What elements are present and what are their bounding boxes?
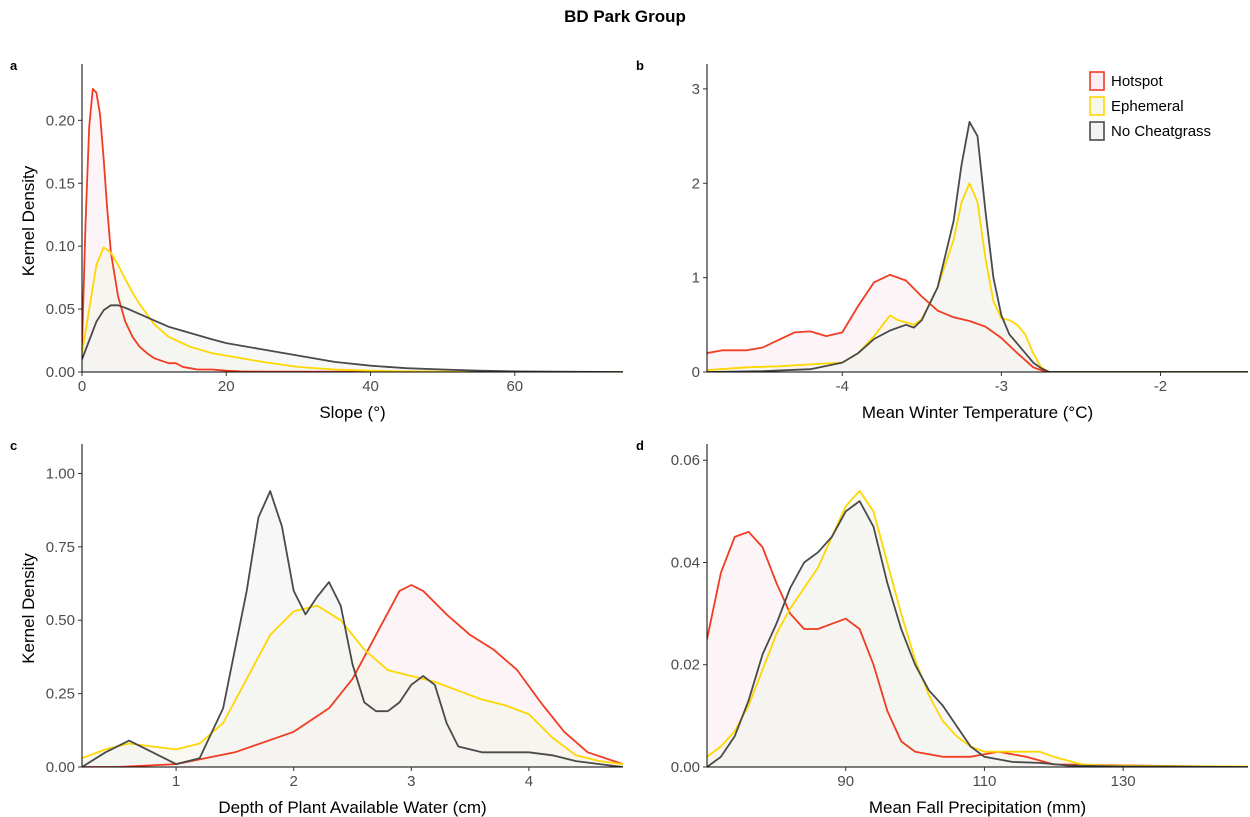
x-tick-label: 20: [218, 378, 235, 395]
y-tick-label: 0.02: [671, 657, 700, 674]
legend-label: No Cheatgrass: [1111, 123, 1211, 140]
x-tick-label: 110: [972, 773, 996, 790]
x-tick-label: 0: [78, 378, 86, 395]
x-tick-label: 4: [525, 773, 533, 790]
x-tick-label: 1: [172, 773, 180, 790]
x-axis-label: Mean Winter Temperature (°C): [862, 403, 1093, 422]
y-tick-label: 0.05: [46, 301, 75, 318]
density-line-ephemeral: [82, 246, 623, 372]
density-line-hotspot: [82, 584, 623, 767]
y-tick-label: 0.15: [46, 175, 75, 192]
y-tick-label: 1: [692, 270, 700, 287]
y-tick-label: 0.06: [671, 452, 700, 469]
y-tick-label: 0.00: [46, 759, 75, 776]
panel-b: b -4 -3 -2 0 1 2 3 Mean Winter Temperature (°C): [636, 58, 1248, 422]
density-line-ephemeral: [707, 490, 1248, 767]
x-axis-label: Mean Fall Precipitation (mm): [869, 798, 1086, 817]
y-tick-label: 0: [692, 364, 700, 381]
x-tick-label: -3: [995, 378, 1008, 395]
plot-area: [82, 88, 623, 372]
x-tick-label: -4: [836, 378, 849, 395]
density-line-ephemeral: [82, 604, 623, 765]
density-line-no-cheatgrass: [707, 500, 1248, 767]
y-tick-label: 0.50: [46, 612, 75, 629]
panel-letter: b: [636, 58, 644, 73]
y-tick-label: 3: [692, 81, 700, 98]
y-tick-label: 0.10: [46, 238, 75, 255]
y-tick-label: 0.00: [46, 364, 75, 381]
x-axis-label: Slope (°): [319, 403, 385, 422]
legend-key-ephemeral: [1089, 96, 1105, 116]
x-tick-label: 2: [290, 773, 298, 790]
y-tick-label: 0.20: [46, 112, 75, 129]
plot-area: [707, 121, 1248, 372]
panel-c: c 1 2 3 4 0.00 0.25 0.50 0.75 1.00 Depth of Plant …: [10, 438, 623, 817]
legend: Hotspot Ephemeral No Cheatgrass: [1089, 71, 1211, 141]
panel-letter: d: [636, 438, 644, 453]
legend-label: Hotspot: [1111, 73, 1164, 90]
density-line-hotspot: [707, 273, 1248, 372]
panel-letter: a: [10, 58, 18, 73]
y-tick-label: 0.00: [671, 759, 700, 776]
x-tick-label: -2: [1154, 378, 1167, 395]
panel-a: a 0 20 40 60 0.00 0.05 0.10 0.15 0.20 Slope (°) Ker…: [10, 58, 623, 422]
density-fill-no-cheatgrass: [82, 491, 623, 767]
x-tick-label: 3: [407, 773, 415, 790]
plot-area: [82, 490, 623, 767]
legend-key-no-cheatgrass: [1089, 121, 1105, 141]
density-line-hotspot: [82, 88, 623, 372]
density-fill-hotspot: [707, 274, 1248, 372]
figure-title: BD Park Group: [564, 7, 686, 26]
plot-area: [707, 490, 1248, 767]
y-tick-label: 1.00: [46, 465, 75, 482]
x-tick-label: 60: [506, 378, 523, 395]
density-fill-no-cheatgrass: [707, 501, 1248, 767]
panel-d: d 90 110 130 0.00 0.02 0.04 0.06 Mean Fall Preci…: [636, 438, 1248, 817]
legend-key-hotspot: [1089, 71, 1105, 91]
density-line-no-cheatgrass: [82, 304, 623, 372]
y-tick-label: 0.04: [671, 554, 700, 571]
density-line-no-cheatgrass: [707, 121, 1248, 372]
y-tick-label: 0.75: [46, 539, 75, 556]
y-axis-label: Kernel Density: [19, 553, 38, 664]
y-axis-label: Kernel Density: [19, 165, 38, 276]
density-line-no-cheatgrass: [82, 490, 623, 767]
panel-letter: c: [10, 438, 17, 453]
density-line-hotspot: [707, 530, 1248, 767]
x-tick-label: 90: [837, 773, 854, 790]
legend-label: Ephemeral: [1111, 98, 1184, 115]
x-tick-label: 40: [362, 378, 379, 395]
density-fill-no-cheatgrass: [82, 305, 623, 372]
x-tick-label: 130: [1111, 773, 1136, 790]
x-axis-label: Depth of Plant Available Water (cm): [218, 798, 486, 817]
y-tick-label: 0.25: [46, 686, 75, 703]
density-fill-no-cheatgrass: [707, 121, 1248, 372]
y-tick-label: 2: [692, 175, 700, 192]
